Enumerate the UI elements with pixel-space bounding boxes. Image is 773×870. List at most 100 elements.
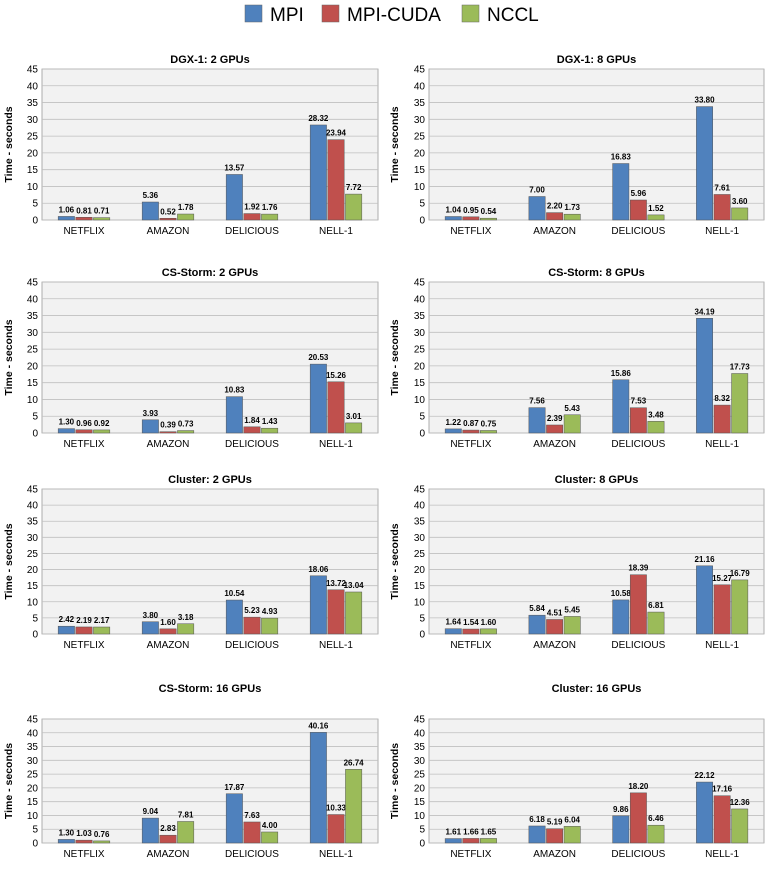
data-label-mpi-cuda-nell-1: 10.33 [326, 804, 347, 813]
y-tick-label-0: 0 [32, 216, 38, 227]
data-label-nccl-amazon: 7.81 [178, 810, 194, 819]
data-label-nccl-netflix: 0.92 [94, 419, 110, 428]
legend-swatch-mpi-cuda [321, 4, 340, 23]
chart-title: DGX-1: 2 GPUs [170, 54, 249, 66]
y-tick-label-45: 45 [414, 485, 426, 496]
chart-cluster-16gpus: Cluster: 16 GPUs 0 5 10 15 20 25 30 35 40 45 Time -… [389, 683, 765, 860]
x-tick-label-amazon: AMAZON [533, 849, 576, 860]
bar-mpi-nell-1 [309, 732, 327, 844]
data-label-nccl-amazon: 5.45 [564, 605, 580, 614]
data-label-mpi-cuda-amazon: 5.19 [547, 818, 563, 827]
bar-mpi-nell-1 [309, 363, 327, 434]
bar-mpi-cuda-amazon [546, 212, 564, 221]
y-tick-label-45: 45 [27, 715, 39, 726]
bar-nccl-nell-1 [731, 808, 749, 844]
bar-mpi-cuda-amazon [546, 424, 564, 434]
data-label-mpi-amazon: 5.84 [529, 604, 545, 613]
x-tick-label-netflix: NETFLIX [450, 640, 491, 651]
y-tick-label-30: 30 [27, 756, 39, 767]
data-label-mpi-cuda-delicious: 7.63 [244, 811, 260, 820]
bar-mpi-cuda-netflix [75, 217, 93, 221]
x-tick-label-nell-1: NELL-1 [319, 849, 353, 860]
y-tick-label-25: 25 [414, 549, 426, 560]
y-tick-label-40: 40 [27, 728, 39, 739]
x-tick-label-nell-1: NELL-1 [705, 849, 739, 860]
bar-mpi-cuda-delicious [243, 213, 261, 221]
bar-mpi-amazon [528, 825, 546, 844]
bar-mpi-cuda-nell-1 [327, 139, 345, 221]
data-label-mpi-cuda-delicious: 1.84 [244, 416, 260, 425]
y-tick-label-0: 0 [32, 429, 38, 440]
data-label-mpi-cuda-amazon: 2.20 [547, 202, 563, 211]
data-label-mpi-cuda-nell-1: 23.94 [326, 129, 347, 138]
bar-nccl-delicious [261, 427, 279, 434]
y-tick-label-40: 40 [414, 501, 426, 512]
bar-mpi-nell-1 [696, 565, 713, 635]
bar-mpi-delicious [225, 174, 243, 221]
bar-mpi-nell-1 [309, 124, 327, 221]
y-tick-label-30: 30 [27, 328, 39, 339]
bar-nccl-amazon [177, 213, 195, 221]
bar-nccl-netflix [480, 430, 497, 434]
bar-nccl-netflix [480, 628, 497, 635]
data-label-nccl-nell-1: 3.01 [346, 412, 362, 421]
data-label-mpi-cuda-delicious: 1.92 [244, 203, 260, 212]
bar-mpi-netflix [444, 838, 462, 844]
bar-nccl-nell-1 [731, 579, 749, 635]
bar-mpi-amazon [528, 614, 546, 635]
y-tick-label-35: 35 [414, 311, 426, 322]
data-label-mpi-amazon: 3.93 [143, 409, 159, 418]
data-label-nccl-nell-1: 3.60 [732, 197, 748, 206]
y-tick-label-25: 25 [27, 132, 39, 143]
x-tick-label-nell-1: NELL-1 [319, 226, 353, 237]
bar-mpi-cuda-delicious [629, 574, 647, 635]
data-label-mpi-nell-1: 28.32 [308, 114, 329, 123]
bar-mpi-cuda-delicious [629, 199, 647, 221]
y-tick-label-5: 5 [419, 825, 425, 836]
chart-title: CS-Storm: 16 GPUs [159, 683, 262, 695]
data-label-mpi-cuda-netflix: 0.87 [463, 419, 479, 428]
x-tick-label-netflix: NETFLIX [63, 439, 104, 450]
x-tick-label-amazon: AMAZON [533, 640, 576, 651]
x-tick-label-netflix: NETFLIX [450, 226, 491, 237]
data-label-mpi-cuda-delicious: 5.96 [631, 189, 647, 198]
y-tick-label-45: 45 [414, 278, 426, 289]
bar-mpi-cuda-delicious [243, 616, 261, 635]
data-label-nccl-delicious: 4.00 [262, 821, 278, 830]
bar-mpi-amazon [141, 817, 159, 844]
chart-cluster-8gpus: Cluster: 8 GPUs 0 5 10 15 20 25 30 35 40 45 Time - … [389, 474, 765, 651]
data-label-mpi-amazon: 5.36 [143, 191, 159, 200]
x-tick-label-netflix: NETFLIX [63, 640, 104, 651]
data-label-mpi-amazon: 9.04 [143, 807, 159, 816]
data-label-mpi-delicious: 16.83 [611, 153, 632, 162]
data-label-mpi-netflix: 1.06 [59, 205, 75, 214]
data-label-mpi-netflix: 1.61 [445, 828, 461, 837]
bar-mpi-cuda-amazon [546, 619, 564, 635]
bar-mpi-netflix [444, 628, 462, 635]
bar-mpi-cuda-amazon [546, 828, 564, 844]
data-label-mpi-nell-1: 40.16 [308, 721, 329, 730]
data-label-mpi-cuda-delicious: 7.53 [631, 397, 647, 406]
y-tick-label-5: 5 [32, 199, 38, 210]
data-label-nccl-amazon: 1.78 [178, 203, 194, 212]
y-tick-label-40: 40 [414, 728, 426, 739]
chart-title: Cluster: 2 GPUs [168, 474, 252, 486]
y-tick-label-25: 25 [414, 132, 426, 143]
x-tick-label-delicious: DELICIOUS [225, 226, 279, 237]
data-label-nccl-netflix: 1.60 [481, 618, 497, 627]
bar-nccl-nell-1 [731, 207, 749, 221]
data-label-nccl-delicious: 1.76 [262, 203, 278, 212]
chart-cluster-2gpus: Cluster: 2 GPUs 0 5 10 15 20 25 30 35 40 45 Time - … [3, 474, 379, 651]
x-tick-label-amazon: AMAZON [147, 226, 190, 237]
y-tick-label-5: 5 [419, 613, 425, 624]
x-tick-label-netflix: NETFLIX [63, 849, 104, 860]
data-label-nccl-nell-1: 12.36 [730, 798, 751, 807]
bar-mpi-delicious [612, 815, 630, 844]
bar-mpi-cuda-netflix [75, 626, 93, 635]
x-tick-label-nell-1: NELL-1 [319, 640, 353, 651]
x-tick-label-delicious: DELICIOUS [611, 640, 665, 651]
y-tick-label-20: 20 [27, 361, 39, 372]
y-tick-label-10: 10 [414, 395, 426, 406]
x-tick-label-amazon: AMAZON [533, 439, 576, 450]
bar-mpi-cuda-nell-1 [713, 404, 731, 434]
